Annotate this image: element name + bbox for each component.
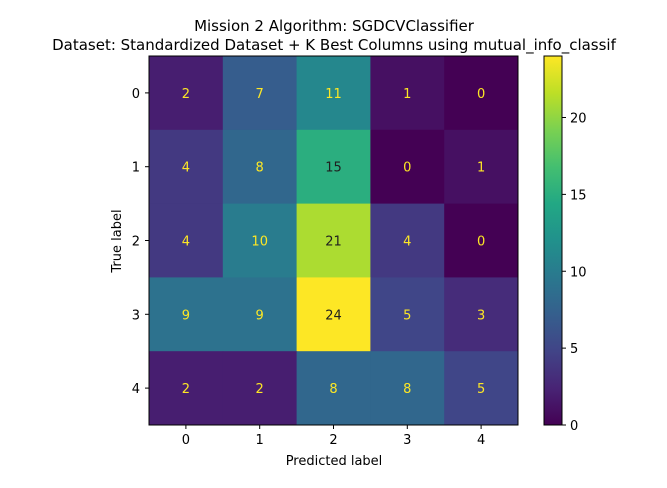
heatmap-cell	[444, 277, 519, 352]
y-tick-label: 1	[132, 161, 140, 176]
heatmap-cell	[222, 277, 298, 352]
cell-value-label: 8	[329, 382, 337, 397]
cell-value-label: 24	[325, 308, 342, 323]
cell-value-label: 2	[256, 382, 264, 397]
heatmap-cell	[444, 351, 519, 426]
heatmap-cell	[296, 203, 371, 278]
heatmap-cell	[149, 351, 224, 426]
heatmap-cell	[222, 203, 298, 278]
cell-value-label: 0	[477, 235, 485, 250]
cell-value-label: 8	[403, 382, 411, 397]
cell-value-label: 9	[182, 308, 190, 323]
colorbar: 0 5 10 15 20	[543, 55, 587, 434]
cell-value-label: 4	[182, 161, 190, 176]
colorbar-tick-label: 15	[570, 188, 587, 203]
heatmap-cell	[444, 129, 519, 205]
colorbar-frame	[543, 55, 563, 426]
cell-value-label: 21	[325, 235, 342, 250]
heatmap-cell	[222, 129, 298, 205]
x-tick-label: 3	[403, 433, 411, 448]
cell-value-label: 15	[325, 161, 342, 176]
cell-value-label: 4	[182, 235, 190, 250]
heatmap-cell	[296, 277, 371, 352]
heatmap-cell	[370, 351, 445, 426]
colorbar-tick-label: 10	[570, 265, 587, 280]
cell-value-label: 5	[477, 382, 485, 397]
colorbar-gradient	[544, 56, 562, 425]
y-axis-ticks: 0 1 2 3 4	[132, 87, 149, 397]
heatmap-cell	[370, 203, 445, 278]
cell-value-label: 4	[403, 235, 411, 250]
x-tick-label: 0	[182, 433, 190, 448]
y-tick-label: 2	[132, 235, 140, 250]
heatmap-cell	[444, 56, 519, 131]
heatmap-cell	[296, 351, 371, 426]
cell-value-label: 0	[477, 87, 485, 102]
heatmap-cell	[222, 351, 298, 426]
cell-value-labels: 2 7 11 1 04 8 15 0 14 10 21 4 09 9 24 5 32 2 8 8 5	[182, 87, 485, 397]
colorbar-tick-label: 20	[570, 112, 587, 127]
cell-value-label: 8	[256, 161, 264, 176]
cell-value-label: 5	[403, 308, 411, 323]
heatmap-cell	[370, 129, 445, 205]
cell-value-label: 7	[256, 87, 264, 102]
heatmap-area	[148, 55, 519, 426]
heatmap-cell	[149, 56, 224, 131]
chart-subtitle: Dataset: Standardized Dataset + K Best C…	[52, 36, 617, 55]
colorbar-tick-label: 5	[570, 342, 578, 357]
heatmap-cell	[444, 203, 519, 278]
y-axis-label: True label	[110, 209, 125, 273]
heatmap-cell	[296, 129, 371, 205]
x-tick-label: 1	[256, 433, 264, 448]
x-axis-label: Predicted label	[286, 454, 383, 469]
heatmap-cell	[296, 56, 371, 131]
cell-value-label: 10	[251, 235, 268, 250]
cell-value-label: 1	[403, 87, 411, 102]
cell-value-label: 11	[325, 87, 342, 102]
heatmap-cell	[149, 203, 224, 278]
y-tick-label: 3	[132, 308, 140, 323]
cell-value-label: 3	[477, 308, 485, 323]
colorbar-tick-label: 0	[570, 419, 578, 434]
heatmap-cell	[149, 277, 224, 352]
chart-title: Mission 2 Algorithm: SGDCVClassifier	[194, 17, 475, 35]
x-tick-label: 2	[329, 433, 337, 448]
cell-value-label: 0	[403, 161, 411, 176]
heatmap-cell	[370, 56, 445, 131]
x-axis-ticks: 0 1 2 3 4	[182, 425, 485, 448]
cell-value-label: 1	[477, 161, 485, 176]
heatmap-cell	[222, 56, 298, 131]
heatmap-cell	[370, 277, 445, 352]
cell-value-label: 9	[256, 308, 264, 323]
y-tick-label: 4	[132, 382, 140, 397]
cell-value-label: 2	[182, 87, 190, 102]
y-tick-label: 0	[132, 87, 140, 102]
x-tick-label: 4	[477, 433, 485, 448]
heatmap-cell	[149, 129, 224, 205]
cell-value-label: 2	[182, 382, 190, 397]
